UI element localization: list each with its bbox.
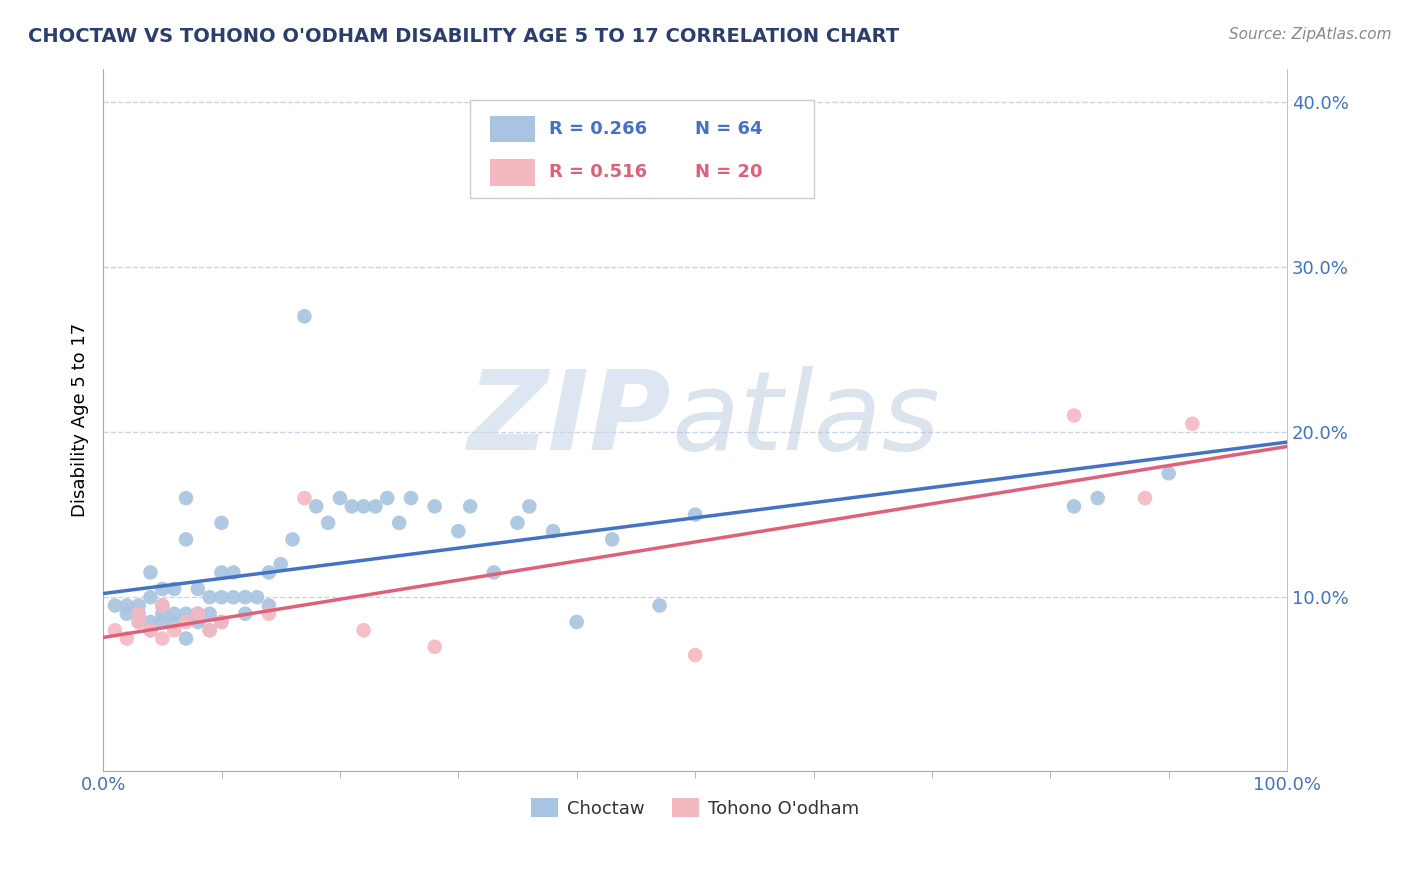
Point [174, 615, 197, 629]
Point [139, 615, 162, 629]
Point [458, 500, 481, 514]
Point [329, 491, 352, 505]
Point [1181, 417, 1204, 431]
Point [222, 591, 245, 605]
FancyBboxPatch shape [491, 116, 536, 142]
Point [187, 582, 209, 596]
Point [139, 624, 162, 638]
Point [115, 607, 138, 621]
Point [128, 615, 150, 629]
Point [139, 566, 162, 580]
Point [139, 591, 162, 605]
Point [211, 615, 233, 629]
Point [163, 615, 186, 629]
Text: Source: ZipAtlas.com: Source: ZipAtlas.com [1229, 27, 1392, 42]
Point [353, 500, 375, 514]
Point [198, 607, 221, 621]
Point [174, 533, 197, 547]
Point [482, 566, 505, 580]
Point [423, 500, 446, 514]
Point [447, 524, 470, 538]
Point [150, 632, 173, 646]
Point [233, 607, 256, 621]
Point [150, 607, 173, 621]
Point [150, 582, 173, 596]
Point [1133, 491, 1156, 505]
Point [115, 599, 138, 613]
Point [257, 599, 280, 613]
Point [541, 524, 564, 538]
Point [139, 624, 162, 638]
Point [340, 500, 363, 514]
Point [423, 640, 446, 654]
Point [517, 500, 540, 514]
Point [198, 624, 221, 638]
Point [257, 607, 280, 621]
Legend: Choctaw, Tohono O'odham: Choctaw, Tohono O'odham [524, 791, 866, 825]
Point [305, 500, 328, 514]
Point [1063, 409, 1085, 423]
Point [187, 607, 209, 621]
Point [1087, 491, 1109, 505]
Point [388, 516, 411, 530]
Point [270, 557, 292, 571]
Point [150, 599, 173, 613]
Point [104, 624, 127, 638]
Point [565, 615, 588, 629]
Point [174, 607, 197, 621]
Point [353, 624, 375, 638]
Point [683, 648, 706, 662]
Point [163, 582, 186, 596]
Point [128, 615, 150, 629]
Point [648, 599, 671, 613]
Point [294, 491, 316, 505]
Point [128, 599, 150, 613]
Point [233, 591, 256, 605]
Point [222, 566, 245, 580]
Text: atlas: atlas [672, 366, 941, 473]
Point [174, 632, 197, 646]
Point [506, 516, 529, 530]
Point [187, 615, 209, 629]
Text: N = 64: N = 64 [695, 120, 762, 138]
Point [211, 591, 233, 605]
Point [163, 624, 186, 638]
Point [294, 310, 316, 324]
Text: CHOCTAW VS TOHONO O'ODHAM DISABILITY AGE 5 TO 17 CORRELATION CHART: CHOCTAW VS TOHONO O'ODHAM DISABILITY AGE… [28, 27, 900, 45]
Point [150, 599, 173, 613]
Point [399, 491, 422, 505]
Point [257, 566, 280, 580]
Point [211, 516, 233, 530]
Point [683, 508, 706, 522]
Point [1063, 500, 1085, 514]
Point [1157, 467, 1180, 481]
Point [198, 624, 221, 638]
FancyBboxPatch shape [491, 159, 536, 186]
Point [364, 500, 387, 514]
Y-axis label: Disability Age 5 to 17: Disability Age 5 to 17 [72, 323, 89, 516]
Point [128, 607, 150, 621]
Point [150, 615, 173, 629]
Point [104, 599, 127, 613]
Text: N = 20: N = 20 [695, 163, 762, 181]
Point [115, 632, 138, 646]
Point [375, 491, 398, 505]
Point [600, 533, 623, 547]
Point [211, 615, 233, 629]
Point [281, 533, 304, 547]
Text: R = 0.516: R = 0.516 [550, 163, 648, 181]
Text: R = 0.266: R = 0.266 [550, 120, 648, 138]
Point [163, 607, 186, 621]
Point [128, 607, 150, 621]
Point [246, 591, 269, 605]
Point [198, 591, 221, 605]
Point [174, 491, 197, 505]
Point [316, 516, 339, 530]
FancyBboxPatch shape [470, 100, 814, 198]
Point [187, 607, 209, 621]
Text: ZIP: ZIP [468, 366, 672, 473]
Point [211, 566, 233, 580]
